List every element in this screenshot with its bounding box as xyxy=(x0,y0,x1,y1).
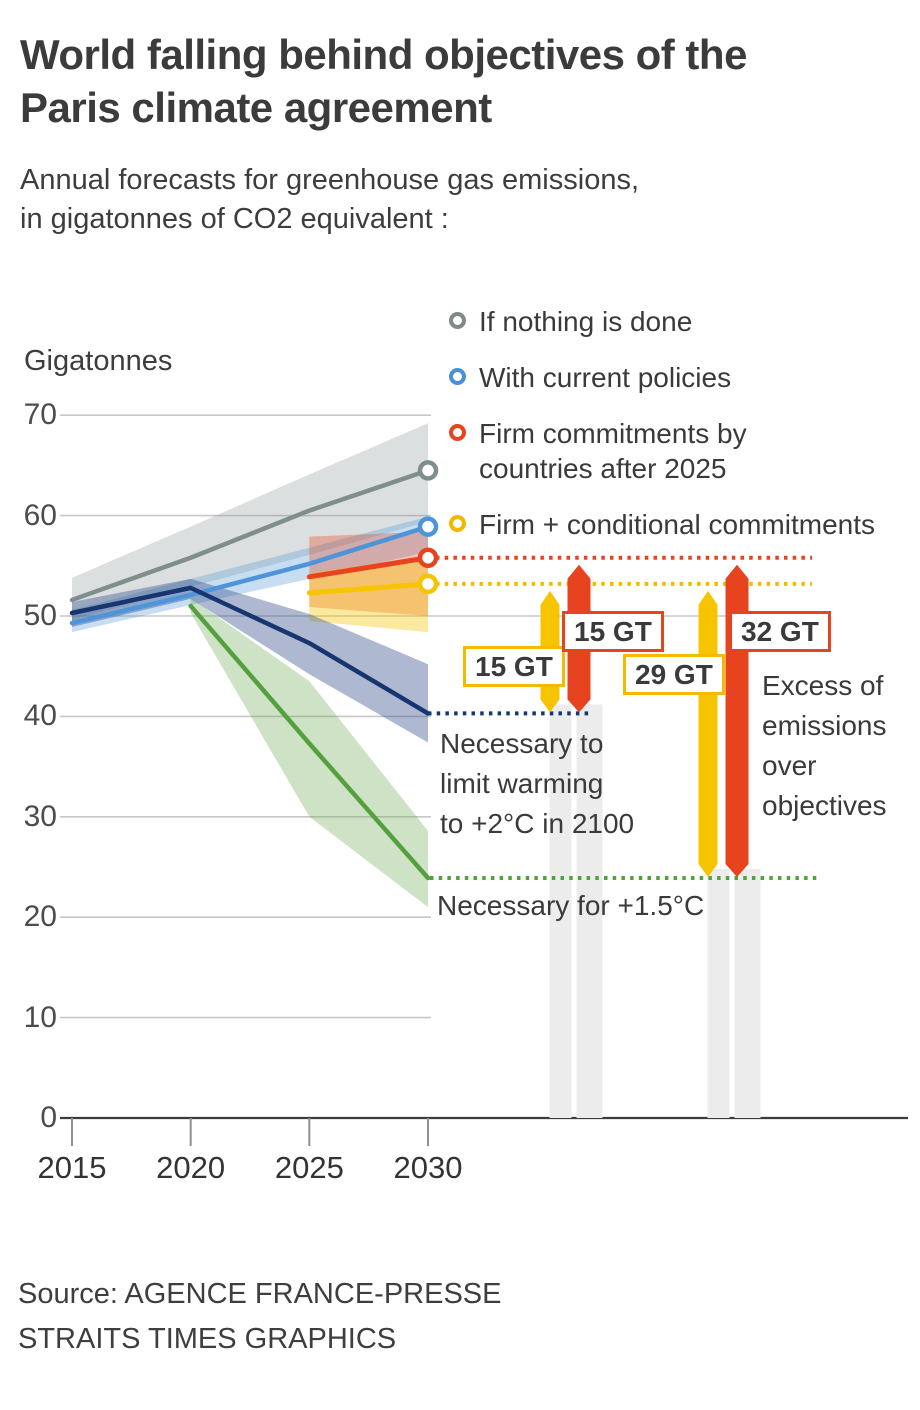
end-marker-conditional xyxy=(417,573,439,595)
annotation-two-degrees: Necessary to limit warming to +2°C in 21… xyxy=(440,728,635,839)
line-current xyxy=(69,524,431,626)
end-marker-current xyxy=(417,516,439,537)
band-one_five_path xyxy=(190,597,428,908)
legend-item-label: If nothing is done xyxy=(479,306,693,337)
y-axis-title: Gigatonnes xyxy=(24,345,173,377)
legend-circle-icon xyxy=(449,424,466,441)
y-tick-label: 30 xyxy=(23,799,57,833)
arrow-shadow-band xyxy=(707,869,730,1118)
chart-subtitle: Annual forecasts for greenhouse gas emis… xyxy=(20,164,640,235)
legend-item: If nothing is done xyxy=(449,304,875,339)
excess-arrow-conditional xyxy=(698,590,718,878)
line-conditional xyxy=(306,581,431,596)
band-firm xyxy=(309,531,428,616)
legend-circle-icon xyxy=(449,312,466,329)
y-tick-label: 10 xyxy=(23,1000,57,1034)
x-tick-label: 2030 xyxy=(393,1150,463,1185)
arrow-shadow-band xyxy=(734,869,761,1118)
line-firm xyxy=(306,555,431,580)
annotation-excess-emissions: Excess of emissions over objectives xyxy=(762,670,887,821)
band-two_deg_path xyxy=(72,578,428,743)
x-tick-label: 2025 xyxy=(274,1150,344,1185)
legend: If nothing is done With current policies F… xyxy=(449,304,875,542)
y-tick-label: 70 xyxy=(23,398,57,432)
band-nothing xyxy=(72,423,428,621)
line-nothing xyxy=(69,468,431,603)
y-tick-label: 50 xyxy=(23,599,57,632)
excess-badge-firm: 15 GT xyxy=(562,611,664,652)
band-conditional xyxy=(309,555,428,633)
y-tick-label: 0 xyxy=(40,1101,57,1134)
legend-item: With current policies xyxy=(449,360,875,395)
excess-badge-conditional: 29 GT xyxy=(623,654,725,695)
legend-item: Firm commitments by countries after 2025 xyxy=(449,416,875,486)
end-marker-nothing xyxy=(417,460,439,481)
page-title: World falling behind objectives of the P… xyxy=(20,31,747,131)
y-tick-label: 60 xyxy=(23,498,57,532)
legend-item-label: Firm commitments by countries after 2025 xyxy=(479,418,747,484)
line-two_deg_path xyxy=(69,585,431,716)
annotation-one-point-five-degrees: Necessary for +1.5°C xyxy=(437,890,705,921)
source-note: Source: AGENCE FRANCE-PRESSE STRAITS TIM… xyxy=(18,1278,502,1355)
end-marker-firm xyxy=(417,547,439,569)
excess-badge-conditional: 15 GT xyxy=(463,646,565,687)
excess-badge-firm: 32 GT xyxy=(729,611,831,652)
x-tick-label: 2015 xyxy=(37,1150,107,1185)
y-tick-label: 40 xyxy=(23,699,57,733)
legend-item-label: Firm + conditional commitments xyxy=(479,509,876,540)
legend-circle-icon xyxy=(449,368,466,385)
x-tick-label: 2020 xyxy=(156,1150,226,1185)
legend-circle-icon xyxy=(449,515,466,532)
line-one_five_path xyxy=(188,603,431,881)
y-tick-label: 20 xyxy=(23,900,57,934)
legend-item: Firm + conditional commitments xyxy=(449,507,875,542)
band-current xyxy=(72,516,428,633)
legend-item-label: With current policies xyxy=(479,362,732,393)
